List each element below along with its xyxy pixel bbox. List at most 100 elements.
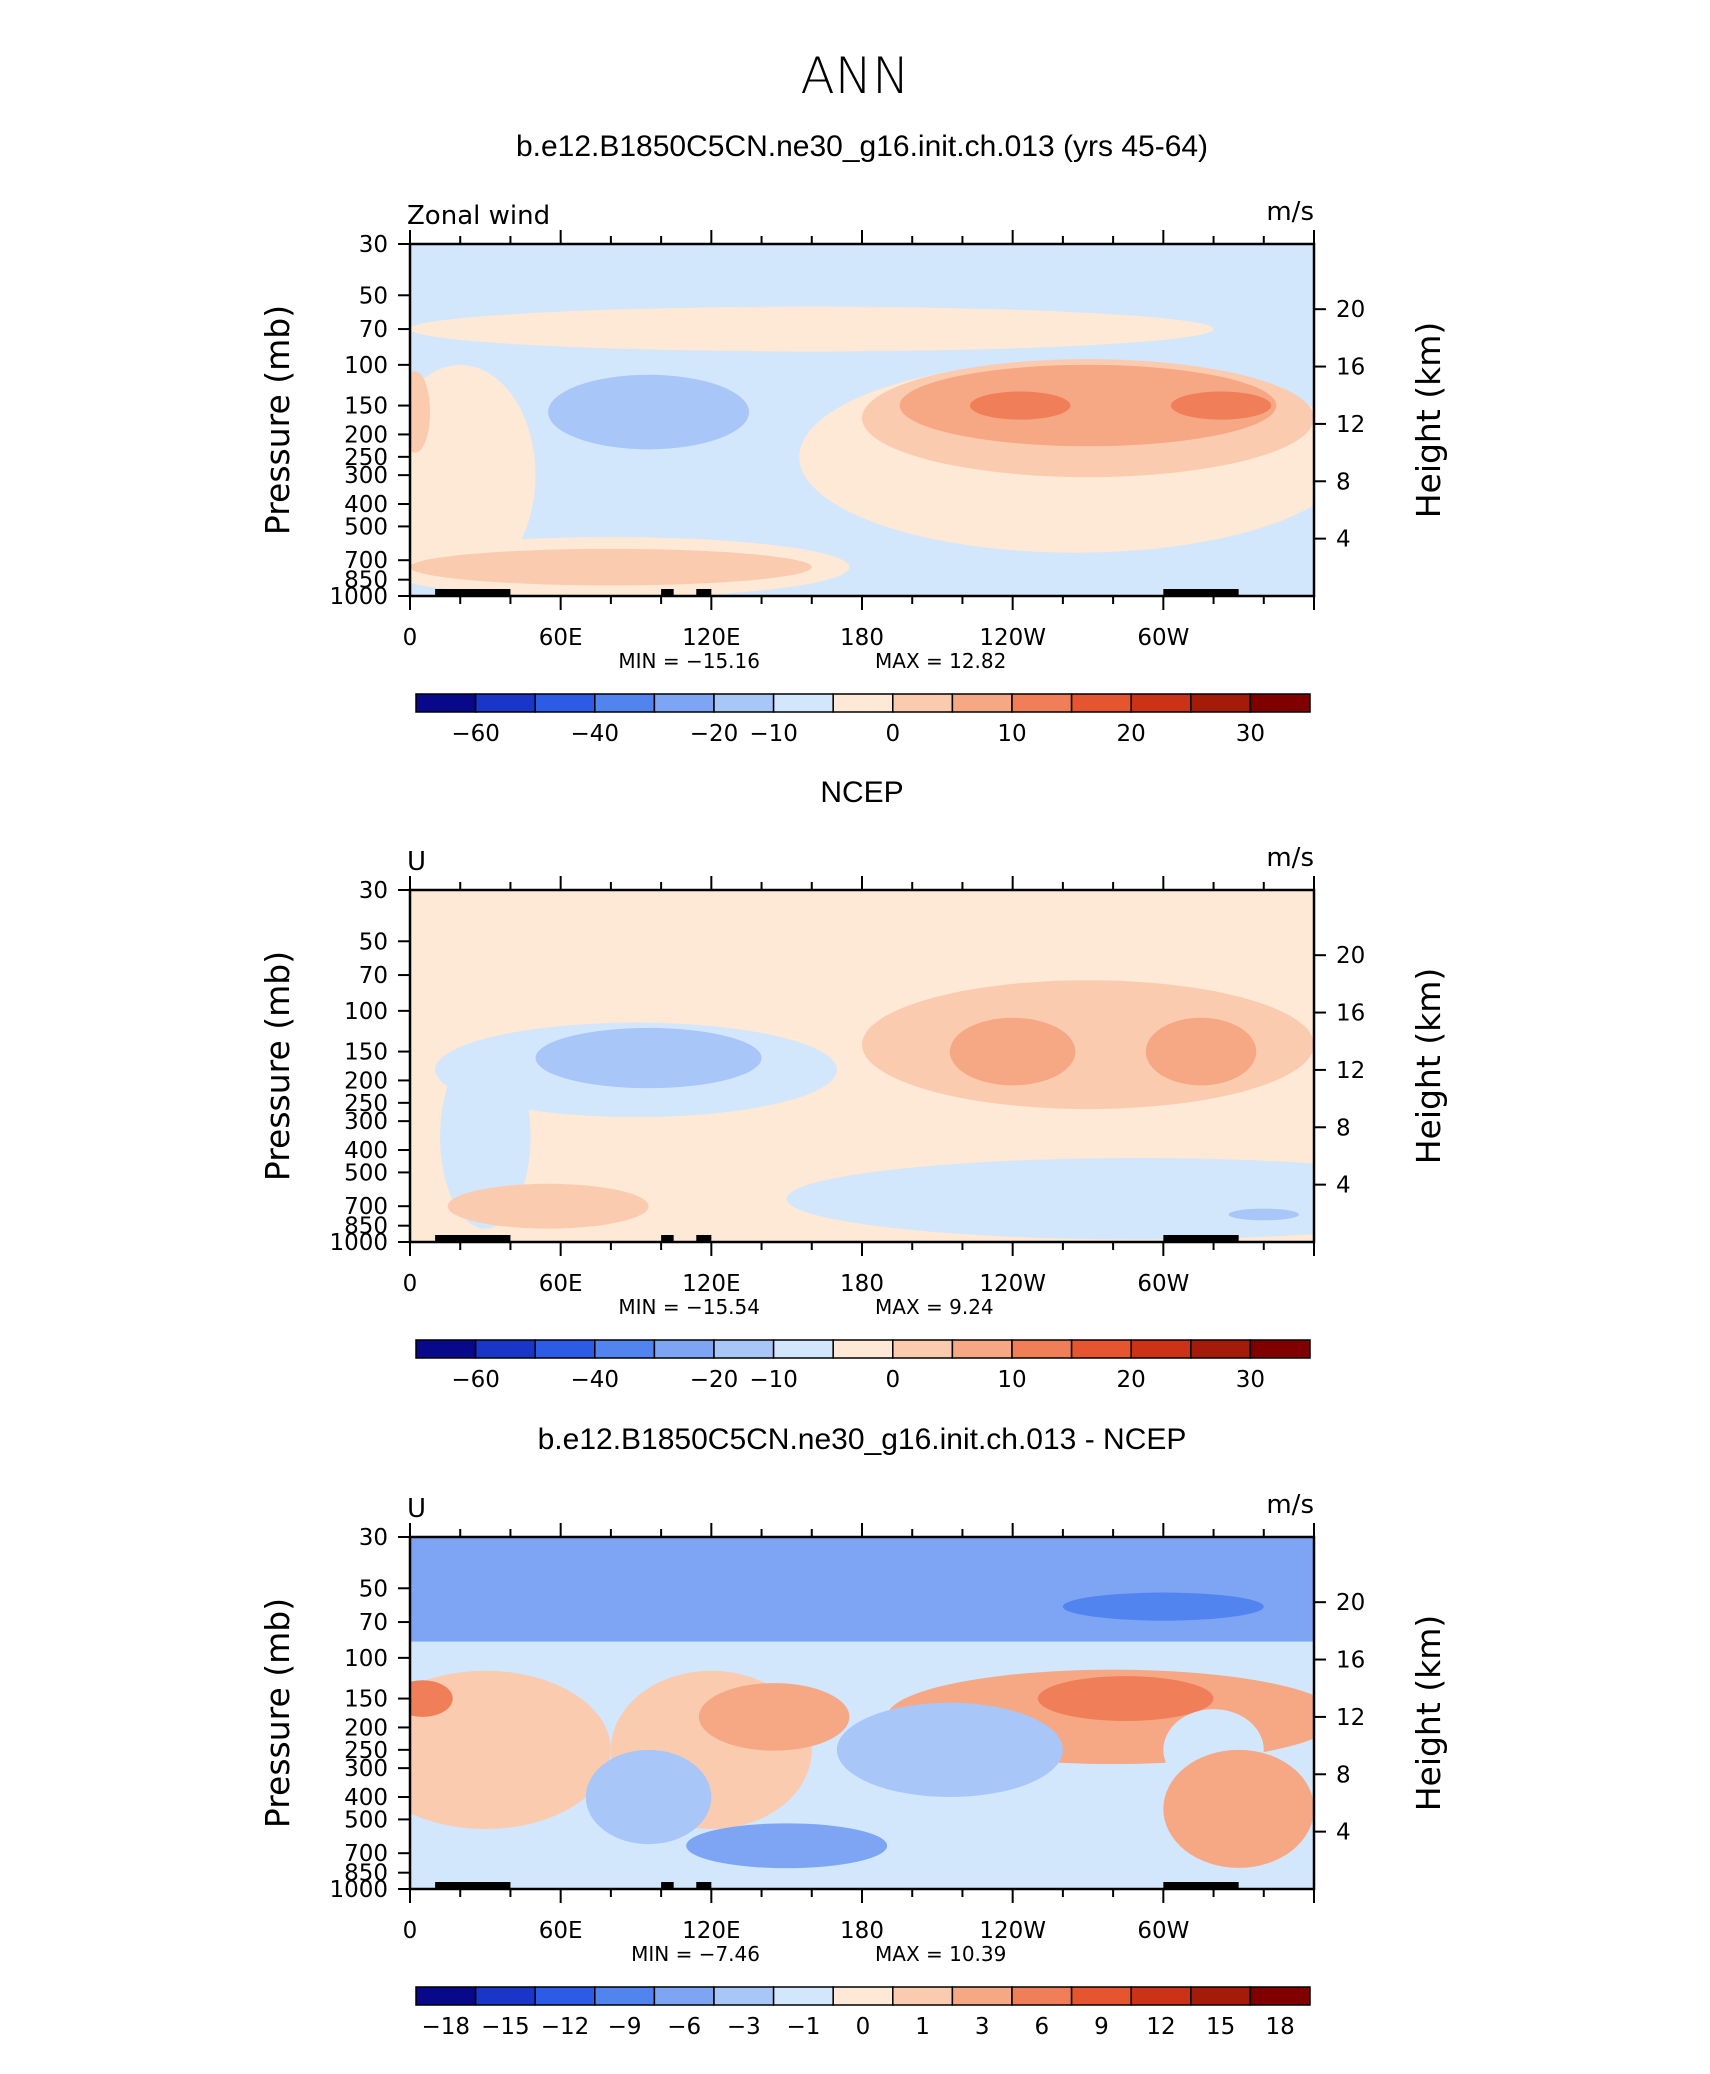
y-tick-label: 500 bbox=[344, 514, 388, 540]
panel-title: NCEP bbox=[820, 776, 903, 809]
y-axis-right-title: Height (km) bbox=[1409, 968, 1448, 1165]
x-tick-label: 180 bbox=[840, 1271, 884, 1297]
max-label: MAX = 12.82 bbox=[875, 649, 1006, 673]
land-mask bbox=[435, 1235, 491, 1242]
land-mask bbox=[480, 1235, 511, 1242]
variable-label: U bbox=[407, 1494, 426, 1524]
colorbar-box bbox=[951, 1986, 1013, 2006]
y-tick-label: 1000 bbox=[329, 1230, 388, 1256]
colorbar-box bbox=[1249, 1986, 1311, 2006]
colorbar-box bbox=[415, 1986, 477, 2006]
colorbar-box bbox=[1070, 693, 1132, 713]
height-tick-label: 20 bbox=[1336, 943, 1365, 969]
colorbar-label: 12 bbox=[1146, 2014, 1175, 2040]
land-mask bbox=[480, 589, 511, 596]
x-tick-label: 60W bbox=[1137, 625, 1189, 651]
height-tick-label: 16 bbox=[1336, 355, 1365, 381]
colorbar-box bbox=[415, 693, 477, 713]
panel-model: b.e12.B1850C5CN.ne30_g16.init.ch.013 (yr… bbox=[258, 130, 1448, 747]
colorbar-box bbox=[892, 1339, 954, 1359]
x-tick-label: 120E bbox=[682, 1918, 740, 1944]
y-tick-label: 400 bbox=[344, 492, 388, 518]
y-axis-title: Pressure (mb) bbox=[258, 951, 297, 1181]
colorbar-box bbox=[1130, 693, 1192, 713]
contour-region bbox=[786, 1158, 1314, 1240]
land-mask bbox=[661, 1235, 674, 1242]
land-mask bbox=[435, 589, 491, 596]
colorbar-label: −18 bbox=[422, 2014, 471, 2040]
contour-region bbox=[949, 1017, 1076, 1086]
colorbar-box bbox=[1190, 1339, 1252, 1359]
colorbar-box bbox=[1130, 1339, 1192, 1359]
panel-title: b.e12.B1850C5CN.ne30_g16.init.ch.013 - N… bbox=[538, 1423, 1187, 1456]
y-tick-label: 150 bbox=[344, 1687, 388, 1713]
y-axis-title: Pressure (mb) bbox=[258, 1598, 297, 1828]
contour-region bbox=[1062, 1592, 1264, 1621]
colorbar-box bbox=[1130, 1986, 1192, 2006]
colorbar-label: 0 bbox=[856, 2014, 871, 2040]
contour-region bbox=[447, 1183, 649, 1229]
colorbar-box bbox=[534, 1986, 596, 2006]
y-tick-label: 300 bbox=[344, 463, 388, 489]
contour-region bbox=[410, 371, 431, 453]
contour-region bbox=[1163, 1749, 1314, 1868]
x-tick-label: 60W bbox=[1137, 1918, 1189, 1944]
y-tick-label: 700 bbox=[344, 1194, 388, 1220]
y-tick-label: 70 bbox=[359, 963, 388, 989]
colorbar-box bbox=[594, 1339, 656, 1359]
contour-region bbox=[440, 1044, 531, 1229]
y-tick-label: 50 bbox=[359, 283, 388, 309]
colorbar-box bbox=[1249, 1339, 1311, 1359]
land-mask bbox=[696, 1235, 712, 1242]
contour-region bbox=[1145, 1017, 1257, 1086]
x-tick-label: 60E bbox=[539, 1271, 583, 1297]
y-tick-label: 50 bbox=[359, 929, 388, 955]
colorbar-label: 0 bbox=[885, 721, 900, 747]
height-tick-label: 16 bbox=[1336, 1648, 1365, 1674]
x-tick-label: 120E bbox=[682, 625, 740, 651]
land-mask bbox=[661, 1882, 674, 1889]
colorbar-box bbox=[1070, 1339, 1132, 1359]
colorbar-label: −6 bbox=[667, 2014, 701, 2040]
y-tick-label: 30 bbox=[359, 1525, 388, 1551]
contour-field bbox=[410, 244, 1314, 596]
colorbar-label: −20 bbox=[690, 721, 739, 747]
colorbar-label: 15 bbox=[1206, 2014, 1235, 2040]
height-tick-label: 4 bbox=[1336, 1173, 1351, 1199]
panel-title: b.e12.B1850C5CN.ne30_g16.init.ch.013 (yr… bbox=[516, 130, 1208, 163]
colorbar-box bbox=[653, 1339, 715, 1359]
y-tick-label: 200 bbox=[344, 1068, 388, 1094]
contour-region bbox=[410, 364, 536, 586]
y-tick-label: 400 bbox=[344, 1785, 388, 1811]
y-tick-label: 700 bbox=[344, 548, 388, 574]
colorbar-box bbox=[772, 1986, 834, 2006]
colorbar-label: −9 bbox=[608, 2014, 642, 2040]
y-axis-right-title: Height (km) bbox=[1409, 1615, 1448, 1812]
colorbar-box bbox=[832, 1339, 894, 1359]
panel-difference: b.e12.B1850C5CN.ne30_g16.init.ch.013 - N… bbox=[258, 1423, 1448, 2040]
land-mask bbox=[1163, 1882, 1239, 1889]
y-tick-label: 100 bbox=[344, 1646, 388, 1672]
colorbar-box bbox=[474, 1339, 536, 1359]
colorbar-box bbox=[653, 1986, 715, 2006]
x-tick-label: 60E bbox=[539, 1918, 583, 1944]
colorbar-box bbox=[415, 1339, 477, 1359]
contour-region bbox=[535, 1027, 762, 1089]
colorbar-label: −20 bbox=[690, 1367, 739, 1393]
height-tick-label: 12 bbox=[1336, 1705, 1365, 1731]
y-tick-label: 700 bbox=[344, 1841, 388, 1867]
y-tick-label: 500 bbox=[344, 1160, 388, 1186]
x-tick-label: 120W bbox=[979, 625, 1046, 651]
x-tick-label: 0 bbox=[403, 1271, 418, 1297]
height-tick-label: 20 bbox=[1336, 1590, 1365, 1616]
y-tick-label: 850 bbox=[344, 568, 388, 594]
height-tick-label: 8 bbox=[1336, 1762, 1351, 1788]
colorbar-box bbox=[474, 1986, 536, 2006]
colorbar-box bbox=[1070, 1986, 1132, 2006]
units-label: m/s bbox=[1266, 197, 1314, 227]
x-tick-label: 120W bbox=[979, 1271, 1046, 1297]
y-tick-label: 150 bbox=[344, 394, 388, 420]
colorbar-box bbox=[832, 1986, 894, 2006]
y-tick-label: 1000 bbox=[329, 1877, 388, 1903]
